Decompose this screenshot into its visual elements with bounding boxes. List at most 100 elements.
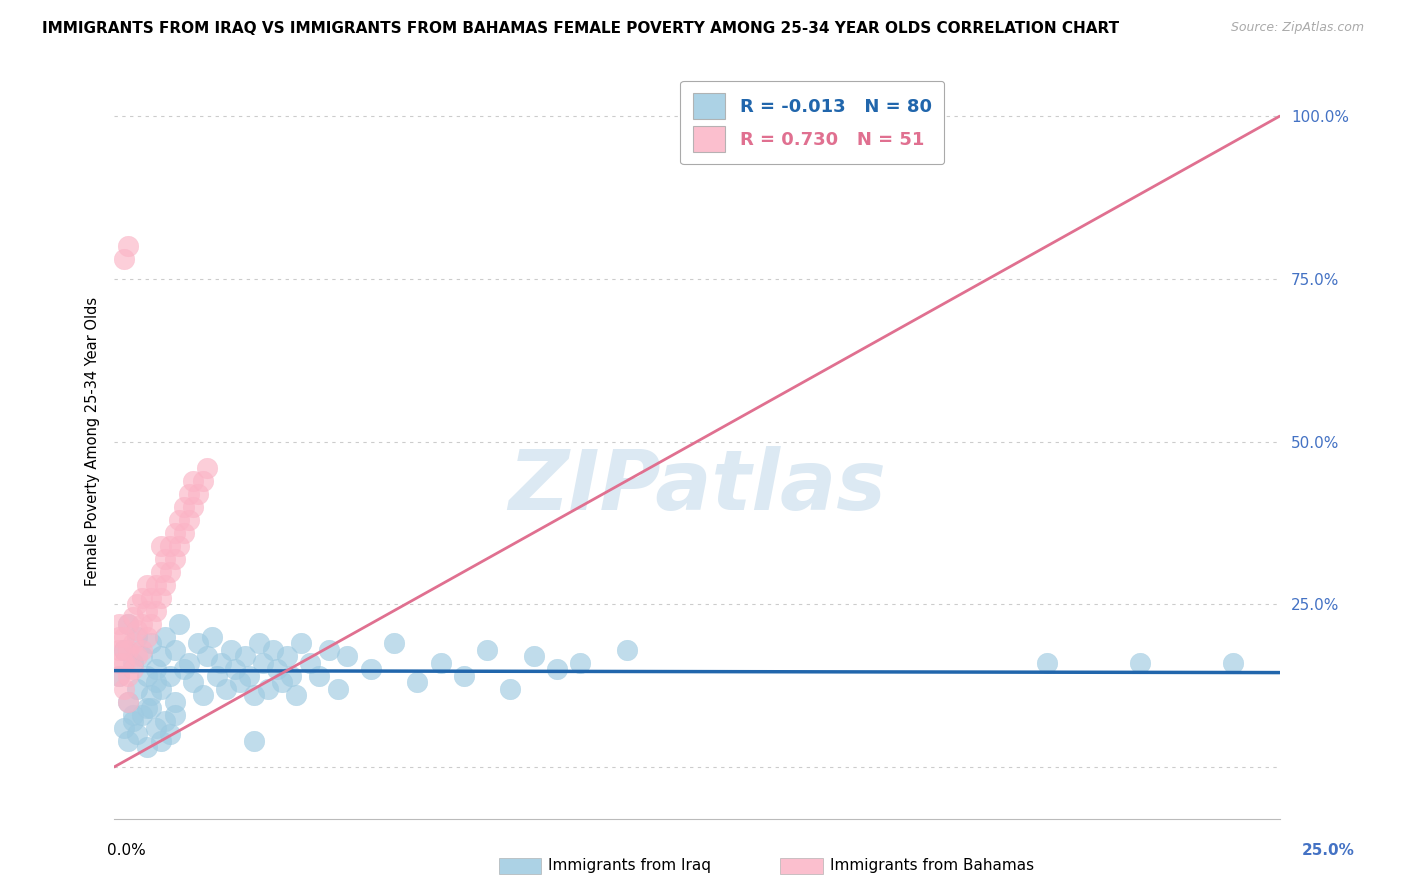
Point [209, 656, 232, 670]
Point [121, 610, 143, 624]
Point [173, 662, 195, 676]
Point [233, 649, 256, 664]
Text: IMMIGRANTS FROM IRAQ VS IMMIGRANTS FROM BAHAMAS FEMALE POVERTY AMONG 25-34 YEAR : IMMIGRANTS FROM IRAQ VS IMMIGRANTS FROM … [42, 21, 1119, 36]
Point [318, 642, 340, 657]
Point [117, 695, 139, 709]
Point [141, 636, 163, 650]
Point [117, 695, 139, 709]
Point [149, 681, 172, 696]
Point [360, 662, 382, 676]
Point [429, 656, 451, 670]
Point [108, 642, 131, 657]
Point [308, 669, 330, 683]
Point [262, 642, 284, 657]
Point [1035, 656, 1057, 670]
Point [285, 689, 308, 703]
Point [145, 662, 167, 676]
Point [173, 500, 195, 514]
Point [145, 675, 167, 690]
Point [108, 669, 131, 683]
Point [135, 701, 157, 715]
Text: Immigrants from Bahamas: Immigrants from Bahamas [830, 858, 1033, 872]
Point [382, 636, 405, 650]
Text: Source: ZipAtlas.com: Source: ZipAtlas.com [1230, 21, 1364, 34]
Point [127, 624, 149, 638]
Point [475, 642, 498, 657]
Point [177, 656, 200, 670]
Point [117, 616, 139, 631]
Point [127, 630, 149, 644]
Point [271, 675, 294, 690]
Point [112, 721, 135, 735]
Point [112, 642, 135, 657]
Point [243, 689, 266, 703]
Point [169, 513, 191, 527]
Point [183, 500, 205, 514]
Point [127, 649, 149, 664]
Point [155, 714, 177, 729]
Point [499, 681, 522, 696]
Point [121, 662, 143, 676]
Point [127, 727, 149, 741]
Point [183, 474, 205, 488]
Point [155, 630, 177, 644]
Point [159, 565, 181, 579]
Point [141, 701, 163, 715]
Point [257, 681, 280, 696]
Point [243, 734, 266, 748]
Text: 25.0%: 25.0% [1302, 843, 1355, 858]
Point [131, 649, 153, 664]
Point [280, 669, 302, 683]
Point [112, 656, 135, 670]
Point [108, 669, 131, 683]
Point [1129, 656, 1152, 670]
Point [135, 604, 157, 618]
Point [183, 675, 205, 690]
Point [112, 252, 135, 267]
Point [117, 642, 139, 657]
Point [238, 669, 260, 683]
Point [108, 656, 131, 670]
Point [112, 642, 135, 657]
Point [523, 649, 546, 664]
Point [247, 636, 270, 650]
Point [163, 525, 186, 540]
Point [135, 740, 157, 755]
Point [163, 642, 186, 657]
Point [131, 616, 153, 631]
Point [298, 656, 321, 670]
Point [224, 662, 246, 676]
Point [131, 591, 153, 605]
Point [135, 630, 157, 644]
Point [229, 675, 252, 690]
Point [121, 707, 143, 722]
Point [290, 636, 312, 650]
Point [141, 591, 163, 605]
Point [145, 721, 167, 735]
Point [121, 714, 143, 729]
Point [149, 734, 172, 748]
Point [163, 695, 186, 709]
Point [326, 681, 349, 696]
Point [215, 681, 238, 696]
Point [169, 539, 191, 553]
Point [159, 539, 181, 553]
Point [112, 681, 135, 696]
Point [117, 616, 139, 631]
Point [406, 675, 429, 690]
Point [177, 486, 200, 500]
Point [127, 597, 149, 611]
Legend: R = -0.013   N = 80, R = 0.730   N = 51: R = -0.013 N = 80, R = 0.730 N = 51 [681, 80, 945, 164]
Point [546, 662, 568, 676]
Point [112, 630, 135, 644]
Point [121, 636, 143, 650]
Point [163, 707, 186, 722]
Point [187, 636, 209, 650]
Point [569, 656, 592, 670]
Point [149, 649, 172, 664]
Point [163, 551, 186, 566]
Point [1222, 656, 1244, 670]
Point [155, 578, 177, 592]
Point [135, 669, 157, 683]
Point [169, 616, 191, 631]
